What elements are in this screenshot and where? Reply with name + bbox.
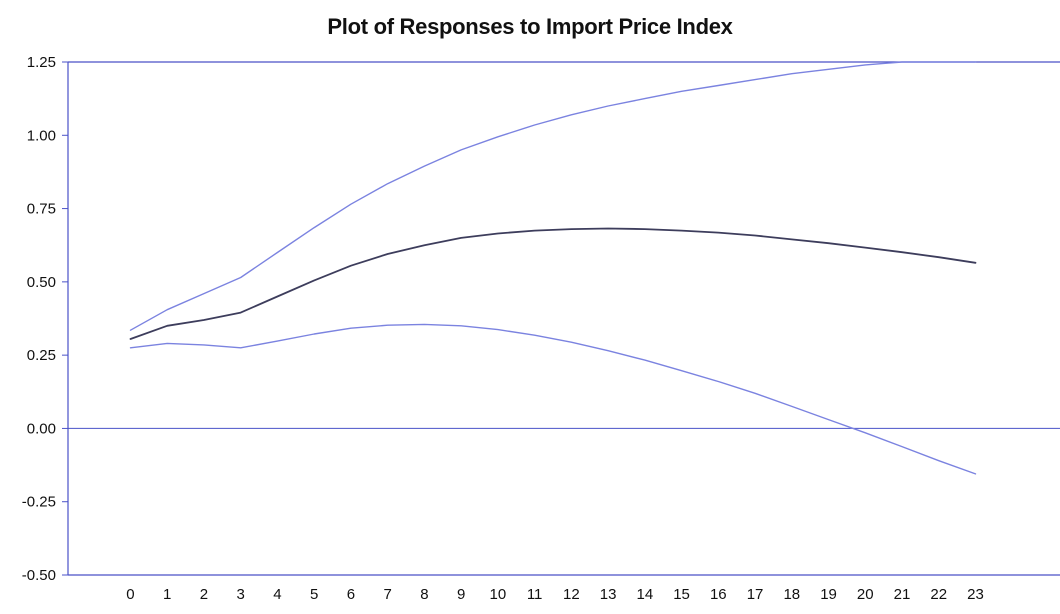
- x-tick-label: 7: [383, 586, 391, 603]
- x-tick-label: 1: [163, 586, 171, 603]
- x-tick-label: 11: [527, 586, 543, 603]
- x-tick-label: 16: [710, 586, 727, 603]
- y-tick-label: 0.50: [27, 274, 56, 291]
- x-tick-label: 17: [747, 586, 764, 603]
- y-tick-label: -0.50: [22, 567, 56, 584]
- y-tick-label: 0.75: [27, 201, 56, 218]
- x-tick-label: 18: [783, 586, 800, 603]
- chart-title: Plot of Responses to Import Price Index: [327, 14, 733, 39]
- y-tick-label: 0.25: [27, 347, 56, 364]
- upper-band-line: [129, 61, 977, 331]
- x-tick-label: 14: [636, 586, 653, 603]
- x-tick-label: 21: [894, 586, 911, 603]
- x-tick-label: 3: [237, 586, 245, 603]
- x-tick-label: 20: [857, 586, 874, 603]
- x-tick-label: 13: [600, 586, 617, 603]
- x-tick-label: 6: [347, 586, 355, 603]
- x-tick-label: 8: [420, 586, 428, 603]
- x-tick-label: 22: [930, 586, 947, 603]
- x-tick-label: 2: [200, 586, 208, 603]
- x-tick-label: 9: [457, 586, 465, 603]
- impulse-response-line: [129, 227, 977, 340]
- y-tick-label: -0.25: [22, 494, 56, 511]
- x-tick-label: 0: [126, 586, 134, 603]
- x-tick-label: 12: [563, 586, 580, 603]
- x-tick-label: 15: [673, 586, 690, 603]
- lower-band-line: [129, 323, 977, 475]
- y-tick-label: 1.25: [27, 54, 56, 71]
- x-tick-label: 4: [273, 586, 281, 603]
- x-tick-label: 19: [820, 586, 837, 603]
- x-tick-label: 10: [490, 586, 507, 603]
- x-tick-label: 23: [967, 586, 984, 603]
- x-tick-label: 5: [310, 586, 318, 603]
- y-tick-label: 1.00: [27, 127, 56, 144]
- y-tick-label: 0.00: [27, 420, 56, 437]
